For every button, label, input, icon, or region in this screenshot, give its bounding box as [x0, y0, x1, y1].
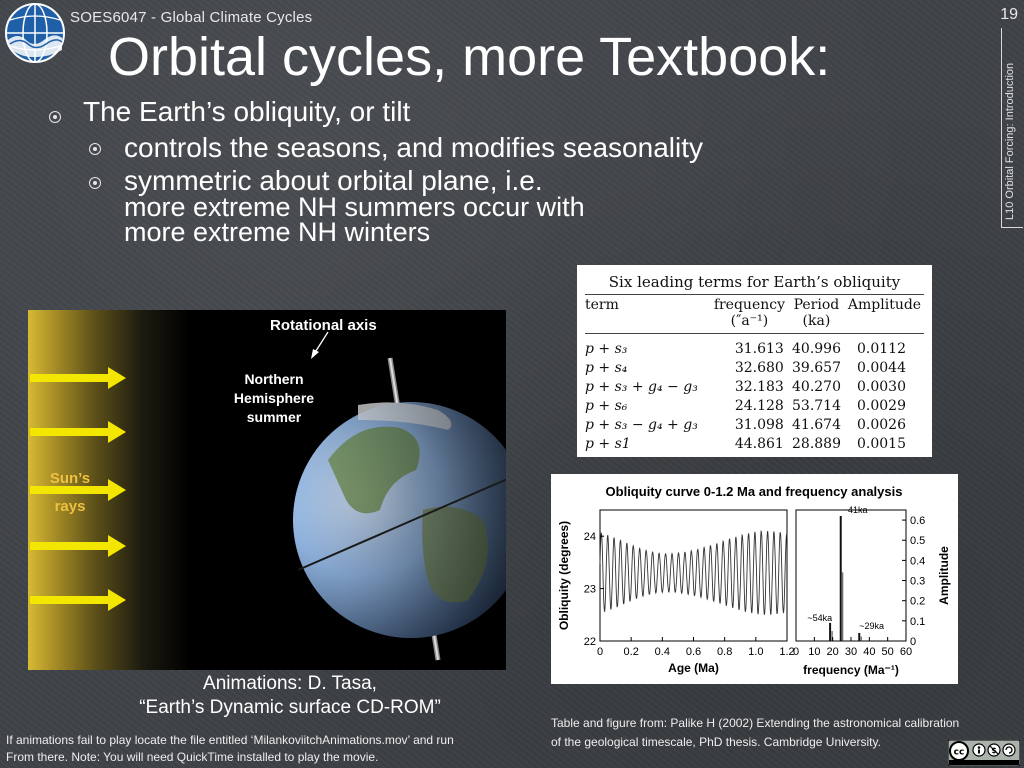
table-row: p + s₃ + g₄ − g₃ 32.183 40.270 0.0030 — [585, 378, 924, 397]
cell-period: 41.674 — [792, 417, 841, 433]
y-tick-label: 0.6 — [910, 515, 925, 527]
bullet-icon — [49, 111, 61, 123]
y-tick-label: 0.3 — [910, 576, 925, 588]
rotational-axis-label: Rotational axis — [270, 317, 377, 334]
cell-frequency: 31.613 — [734, 341, 784, 357]
cell-amplitude: 0.0026 — [857, 417, 906, 433]
y-tick-label: 0.2 — [910, 596, 925, 608]
cell-amplitude: 0.0015 — [857, 436, 906, 452]
column-header-amplitude: Amplitude — [845, 294, 924, 313]
x-tick-label: 50 — [882, 646, 894, 658]
cell-amplitude: 0.0112 — [857, 341, 906, 357]
lecture-side-label: L10 Orbital Forcing: Introduction — [1004, 62, 1016, 220]
bullet-icon — [89, 177, 101, 189]
globe-logo-icon — [4, 2, 66, 64]
cell-term: p + s1 — [585, 436, 631, 452]
y-tick-label: 0.5 — [910, 535, 925, 547]
cell-period: 40.270 — [792, 379, 841, 395]
y-tick-label: 23 — [584, 584, 596, 596]
figure-source: Table and figure from: Palike H (2002) E… — [551, 716, 960, 749]
y-axis-label: Obliquity (degrees) — [557, 521, 571, 630]
x-tick-label: 20 — [827, 646, 839, 658]
x-axis-label: frequency (Ma⁻¹) — [803, 663, 899, 677]
course-name: SOES6047 - Global Climate Cycles — [70, 9, 313, 26]
x-tick-label: 0.8 — [717, 646, 732, 658]
obliquity-chart-figure: Obliquity curve 0-1.2 Ma and frequency a… — [551, 474, 958, 684]
peak-label: ~29ka — [859, 621, 884, 631]
peak-label: ~41ka — [843, 505, 868, 515]
x-tick-label: 30 — [845, 646, 857, 658]
cc-by-nc-sa-icon: cc $ — [947, 739, 1021, 767]
cell-term: p + s₄ — [585, 360, 628, 376]
x-axis-label: Age (Ma) — [668, 661, 719, 675]
cell-amplitude: 0.0030 — [857, 379, 906, 395]
cell-term: p + s₃ — [585, 341, 628, 357]
table-row: p + s₆ 24.128 53.714 0.0029 — [585, 397, 924, 416]
slide-title: Orbital cycles, more Textbook: — [108, 27, 831, 87]
cell-period: 28.889 — [792, 436, 841, 452]
animation-note: If animations fail to play locate the fi… — [6, 733, 454, 764]
table-row: p + s₄ 32.680 39.657 0.0044 — [585, 359, 924, 378]
column-header-term: term — [585, 294, 712, 313]
column-header-frequency: frequency — [711, 294, 788, 313]
cell-frequency: 32.183 — [734, 379, 784, 395]
cell-term: p + s₃ + g₄ − g₃ — [585, 379, 698, 395]
x-tick-label: 0 — [793, 646, 799, 658]
column-header-period: Period — [787, 294, 845, 313]
x-tick-label: 1.2 — [779, 646, 794, 658]
x-tick-label: 10 — [808, 646, 820, 658]
column-unit-period: (ka) — [787, 313, 845, 334]
x-tick-label: 1.0 — [748, 646, 763, 658]
cell-period: 39.657 — [792, 360, 841, 376]
obliquity-terms-table: Six leading terms for Earth’s obliquity … — [577, 265, 932, 457]
cell-period: 53.714 — [792, 398, 841, 414]
cell-term: p + s₆ — [585, 398, 628, 414]
cell-frequency: 24.128 — [734, 398, 784, 414]
slide-number: 19 — [1000, 6, 1018, 23]
cell-frequency: 44.861 — [734, 436, 784, 452]
bullet-obliquity: The Earth’s obliquity, or tilt — [83, 96, 411, 127]
cell-amplitude: 0.0044 — [857, 360, 906, 376]
cell-frequency: 32.680 — [734, 360, 784, 376]
sub-bullet-seasons: controls the seasons, and modifies seaso… — [124, 132, 703, 163]
x-tick-label: 40 — [863, 646, 875, 658]
sub-bullet-symmetric: symmetric about orbital plane, i.e. — [124, 165, 543, 196]
x-tick-label: 60 — [900, 646, 912, 658]
y-axis-label: Amplitude — [937, 546, 951, 605]
obliquity-curve — [599, 529, 788, 615]
cell-frequency: 31.098 — [734, 417, 784, 433]
table-row: p + s₃ − g₄ + g₃ 31.098 41.674 0.0026 — [585, 416, 924, 435]
y-tick-label: 0.1 — [910, 616, 925, 628]
chart-title: Obliquity curve 0-1.2 Ma and frequency a… — [606, 484, 903, 499]
sun-ray-arrows — [30, 367, 126, 611]
cell-amplitude: 0.0029 — [857, 398, 906, 414]
y-tick-label: 0.4 — [910, 555, 925, 567]
table-title: Six leading terms for Earth’s obliquity — [608, 273, 901, 291]
animation-credit: Animations: D. Tasa, “Earth’s Dynamic su… — [139, 673, 441, 718]
sub-bullet-continuation: more extreme NH winters — [124, 217, 431, 247]
sun-rays-label: Sun’s rays — [49, 470, 91, 515]
cell-term: p + s₃ − g₄ + g₃ — [585, 417, 698, 433]
x-tick-label: 0.2 — [624, 646, 639, 658]
y-tick-label: 24 — [584, 531, 596, 543]
nh-summer-label: Northern Hemisphere summer — [233, 371, 315, 425]
obliquity-animation-image[interactable]: Rotational axis Northern Hemisphere summ… — [28, 310, 506, 670]
table-row: p + s1 44.861 28.889 0.0015 — [585, 435, 924, 454]
x-tick-label: 0.6 — [686, 646, 701, 658]
table-row: p + s₃ 31.613 40.996 0.0112 — [585, 334, 924, 360]
side-band-frame — [1001, 28, 1023, 228]
y-tick-label: 0 — [910, 636, 916, 648]
cell-period: 40.996 — [792, 341, 841, 357]
y-tick-label: 22 — [584, 636, 596, 648]
x-tick-label: 0 — [597, 646, 603, 658]
bullet-icon — [89, 143, 101, 155]
column-unit-frequency: (″a⁻¹) — [711, 313, 788, 334]
sub-bullet-continuation: more extreme NH summers occur with — [124, 192, 585, 222]
x-tick-label: 0.4 — [655, 646, 670, 658]
svg-text:cc: cc — [954, 748, 965, 758]
peak-label: ~54ka — [807, 613, 832, 623]
